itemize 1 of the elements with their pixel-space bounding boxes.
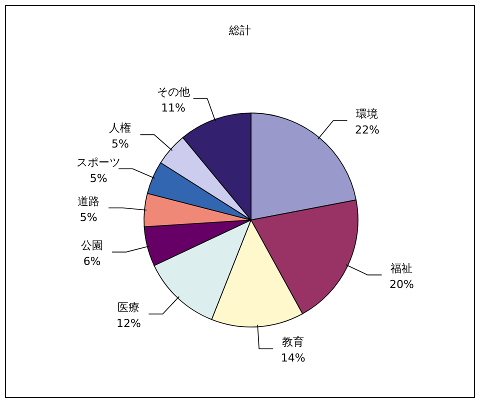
title: 総計	[229, 24, 251, 37]
